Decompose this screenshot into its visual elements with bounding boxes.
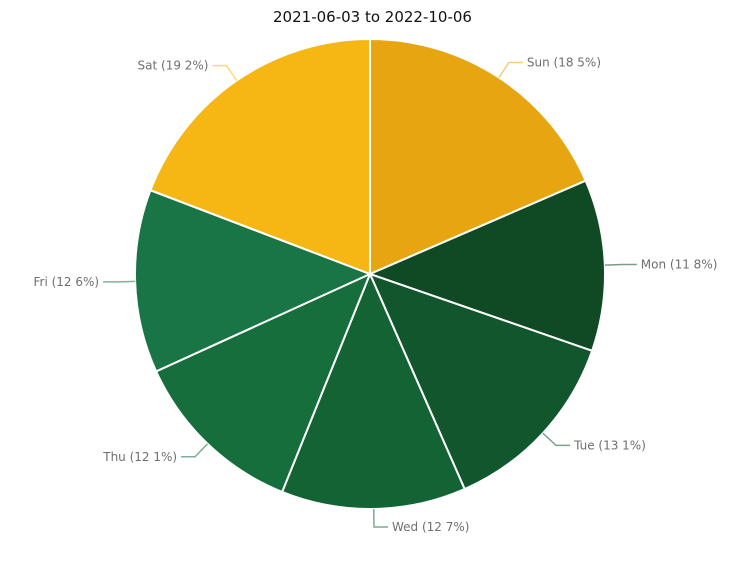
leader-line-thu [181,443,209,458]
chart-title: 2021-06-03 to 2022-10-06 [273,8,472,26]
slice-label-fri: Fri (12 6%) [33,275,99,289]
slice-label-mon: Mon (11 8%) [641,258,718,272]
leader-line-sat [212,64,238,81]
slice-label-wed: Wed (12 7%) [392,520,469,534]
pie-slice-fri [134,188,373,373]
leader-line-tue [542,432,571,447]
pie-slices [134,37,606,510]
pie-slice-wed [280,271,466,510]
slice-label-tue: Tue (13 1%) [573,438,646,452]
leader-line-mon [604,263,637,266]
slice-label-sat: Sat (19 2%) [138,59,209,73]
leader-line-wed [372,508,388,528]
pie-slice-sat [149,37,371,276]
slice-labels: Sun (18 5%) Mon (11 8%) Tue (13 1%) Wed (12… [33,56,717,535]
pie-slice-thu [154,272,372,494]
leader-lines [103,61,637,528]
leader-line-sun [498,61,523,79]
slice-label-thu: Thu (12 1%) [102,450,177,464]
slice-label-sun: Sun (18 5%) [527,56,601,70]
leader-line-fri [103,280,136,283]
